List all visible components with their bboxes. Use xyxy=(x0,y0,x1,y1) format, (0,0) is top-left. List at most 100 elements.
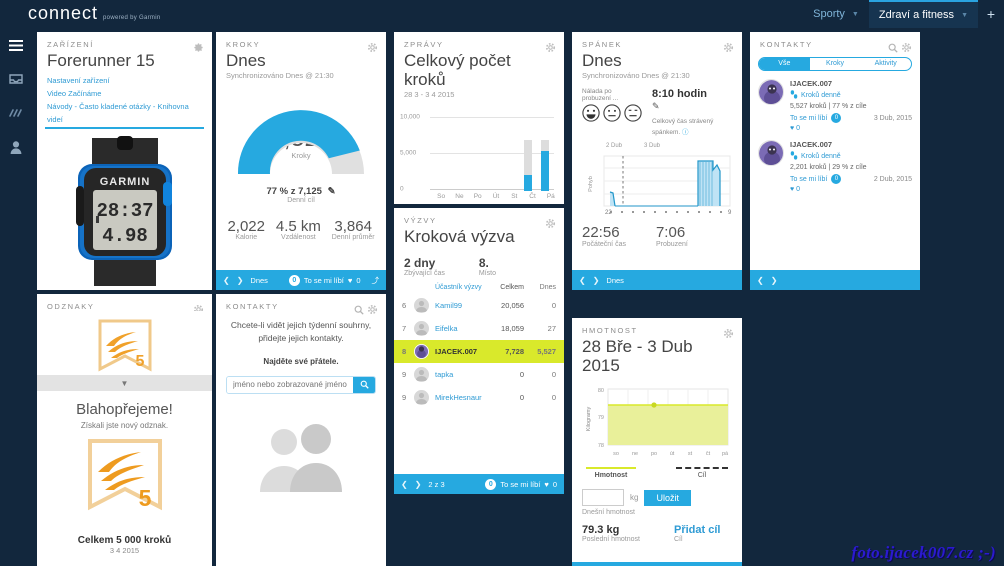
search-icon[interactable] xyxy=(354,302,364,320)
filter-tab-kroky[interactable]: Kroky xyxy=(826,60,844,67)
profile-button[interactable] xyxy=(0,130,32,164)
sleep-wake: 7:06 Probuzení xyxy=(656,224,688,248)
save-weight-button[interactable]: Uložit xyxy=(644,489,691,506)
stat-distance-value: 4.5 km xyxy=(275,218,321,236)
next-arrow-icon[interactable]: ❯ xyxy=(592,275,600,285)
bar-col-ct[interactable] xyxy=(519,119,536,192)
inbox-button[interactable] xyxy=(0,62,32,96)
steps-card-title: Dnes xyxy=(226,51,266,70)
happy-face-icon[interactable] xyxy=(582,104,600,127)
edit-goal-icon[interactable]: ✎ xyxy=(327,186,336,198)
info-icon[interactable]: ⓘ xyxy=(682,129,689,137)
feed-badge-label: Kroků denně xyxy=(801,153,841,160)
edit-sleep-icon[interactable]: ✎ xyxy=(652,101,660,112)
stat-calories-value: 2,022 xyxy=(227,218,265,236)
table-row-current-user[interactable]: 8 IJACEK.007 7,728 5,527 xyxy=(394,340,564,364)
feed-username[interactable]: IJACEK.007 xyxy=(790,140,833,149)
next-arrow-icon[interactable]: ❯ xyxy=(414,479,422,489)
gear-icon[interactable] xyxy=(723,40,734,58)
weight-input[interactable] xyxy=(582,489,624,507)
challenge-card-title: Kroková výzva xyxy=(404,227,515,246)
gear-icon[interactable] xyxy=(367,40,378,58)
like-control[interactable]: 0 To se mi líbí ♥ 0 xyxy=(288,274,361,286)
legend-weight: Hmotnost xyxy=(586,467,636,479)
weight-card-kicker: HMOTNOST xyxy=(582,326,638,335)
comment-icon[interactable]: 0 xyxy=(831,113,842,123)
friend-search-button[interactable] xyxy=(353,376,375,393)
like-control[interactable]: 0 To se mi líbí ♥ 0 xyxy=(485,478,557,490)
logo-subtitle: powered by Garmin xyxy=(103,15,161,21)
prev-arrow-icon[interactable]: ❮ xyxy=(223,275,230,285)
filter-tab-aktivity[interactable]: Aktivity xyxy=(874,60,897,67)
feed-like-button[interactable]: To se mi líbí xyxy=(790,175,828,183)
row-name[interactable]: tapka xyxy=(435,370,454,380)
like-label: To se mi líbí xyxy=(500,479,541,489)
weight-area-chart: 80 79 78 Kilogramy so ne po út st čt pá xyxy=(580,383,734,461)
neutral-face-icon[interactable] xyxy=(603,104,621,127)
table-row[interactable]: 9 tapka 0 0 xyxy=(394,363,564,386)
search-icon[interactable] xyxy=(888,40,898,58)
feed-like-button[interactable]: To se mi líbí xyxy=(790,114,828,122)
row-name[interactable]: Eifelka xyxy=(435,324,458,334)
sad-face-icon[interactable] xyxy=(624,104,642,127)
friend-search-input[interactable] xyxy=(227,376,353,393)
next-arrow-icon[interactable]: ❯ xyxy=(236,275,244,285)
chevron-down-icon[interactable]: ▼ xyxy=(961,11,968,19)
last-weight-label: Poslední hmotnost xyxy=(582,536,640,544)
steps-card-kicker: KROKY xyxy=(226,40,261,49)
filter-tab-vse[interactable]: Vše xyxy=(759,58,810,70)
reports-date-range: 28 3 - 3 4 2015 xyxy=(404,90,455,100)
row-name[interactable]: MirekHesnaur xyxy=(435,393,482,403)
gear-icon[interactable] xyxy=(545,40,556,58)
row-name[interactable]: IJACEK.007 xyxy=(435,347,478,357)
list-item: IJACEK.007 Kroků denně 2,201 kroků | 29 … xyxy=(750,132,920,193)
stat-average-label: Denní průměr xyxy=(331,234,375,242)
gear-icon[interactable] xyxy=(367,302,378,320)
app-logo[interactable]: connect powered by Garmin xyxy=(28,3,161,24)
feed-heart-count: 0 xyxy=(796,186,801,193)
feed-actions: To se mi líbí 0 3 Dub, 2015 xyxy=(790,113,912,123)
badge-expand-bar[interactable]: ▼ xyxy=(37,375,212,391)
challenge-card-footer: ❮ ❯ 2 z 3 0 To se mi líbí ♥ 0 xyxy=(394,474,564,494)
bar-col-pa[interactable] xyxy=(537,119,554,192)
gear-icon[interactable] xyxy=(193,40,204,58)
tab-zdravi-label: Zdraví a fitness xyxy=(878,9,955,21)
add-goal-link[interactable]: Přidat cíl xyxy=(673,524,721,537)
next-arrow-icon[interactable]: ❯ xyxy=(770,275,778,285)
svg-text:čt: čt xyxy=(706,451,711,457)
feed-username[interactable]: IJACEK.007 xyxy=(790,79,833,88)
table-row[interactable]: 7 Eifelka 18,059 27 xyxy=(394,317,564,340)
tab-sporty[interactable]: Sporty ▼ xyxy=(803,0,869,28)
add-tab-button[interactable]: + xyxy=(986,6,996,22)
bar-series xyxy=(432,119,554,192)
feed-heart-row: ♥ 0 xyxy=(790,186,912,193)
bar-col-ne xyxy=(449,119,466,191)
prev-arrow-icon[interactable]: ❮ xyxy=(757,275,764,285)
avatar[interactable] xyxy=(758,140,784,166)
badges-card-header: ODZNAKY xyxy=(37,294,212,315)
table-row[interactable]: 6 Kamil99 20,056 0 xyxy=(394,294,564,317)
connections-button[interactable] xyxy=(0,96,32,130)
device-video-link[interactable]: Video Začínáme xyxy=(47,89,102,99)
avatar[interactable] xyxy=(758,79,784,105)
legend-weight-swatch xyxy=(586,467,636,470)
menu-button[interactable] xyxy=(0,28,32,62)
feed-stats: 2,201 kroků | 29 % z cíle xyxy=(790,164,867,171)
chevron-down-icon[interactable]: ▼ xyxy=(851,10,859,18)
gear-icon[interactable] xyxy=(545,216,556,234)
gear-icon[interactable] xyxy=(901,40,912,58)
device-settings-link[interactable]: Nastavení zařízení xyxy=(47,76,110,86)
row-name[interactable]: Kamil99 xyxy=(435,301,463,311)
comment-icon[interactable]: 0 xyxy=(831,174,842,184)
svg-text:Pohyb: Pohyb xyxy=(588,176,594,192)
table-row[interactable]: 9 MirekHesnaur 0 0 xyxy=(394,386,564,409)
share-icon[interactable]: ⤴ xyxy=(371,275,380,285)
feed-date: 3 Dub, 2015 xyxy=(873,114,912,122)
device-manuals-link[interactable]: Návody - Často kladené otázky - Knihovna… xyxy=(47,102,189,125)
tab-zdravi-a-fitness[interactable]: Zdraví a fitness ▼ xyxy=(868,0,978,28)
menu-icon xyxy=(9,39,23,51)
prev-arrow-icon[interactable]: ❮ xyxy=(579,275,586,285)
prev-arrow-icon[interactable]: ❮ xyxy=(401,479,408,489)
friends-intro-text: Chcete-li vidět jejich týdenní souhrny, … xyxy=(230,320,372,343)
gear-icon[interactable] xyxy=(723,326,734,344)
